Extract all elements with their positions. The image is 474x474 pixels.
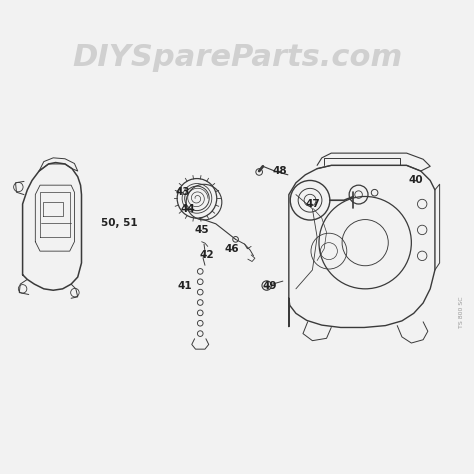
Text: 50, 51: 50, 51 [101,218,137,228]
Text: 49: 49 [263,282,277,292]
Text: DIYSpareParts.com: DIYSpareParts.com [72,44,402,73]
Text: 44: 44 [180,204,195,214]
Text: 42: 42 [199,250,214,260]
Text: 43: 43 [175,187,190,197]
Text: 41: 41 [178,282,192,292]
Text: 46: 46 [225,244,239,254]
Text: 45: 45 [194,225,209,235]
Text: 40: 40 [409,175,423,185]
Text: 48: 48 [272,166,287,176]
Text: 47: 47 [305,199,320,209]
Text: TS 800 SC: TS 800 SC [459,297,464,328]
